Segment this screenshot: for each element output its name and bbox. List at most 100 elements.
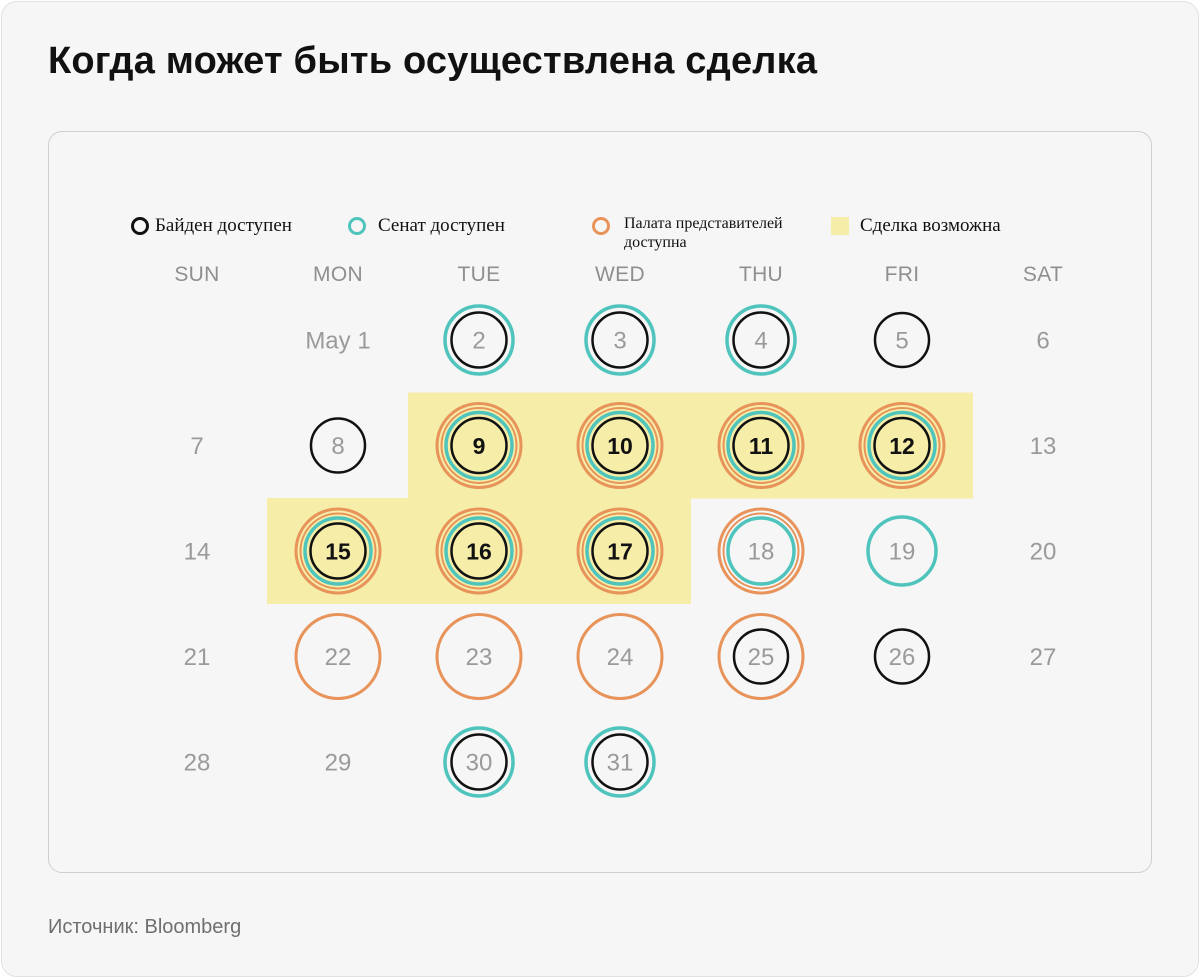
- weekday-wed: WED: [595, 263, 645, 286]
- day-cell-9: 9: [435, 402, 523, 489]
- day-number-19: 19: [889, 539, 916, 566]
- biden-ring-26: [873, 628, 931, 685]
- weekday-sun: SUN: [174, 263, 220, 286]
- legend-senate-ring-icon: [348, 217, 366, 235]
- day-number-26: 26: [889, 644, 916, 671]
- biden-ring-8: [309, 417, 367, 474]
- day-number-10: 10: [607, 433, 633, 459]
- day-cell-19: 19: [866, 515, 938, 587]
- legend-house-label: Палата представителей доступна: [624, 215, 783, 251]
- day-number-15: 15: [325, 539, 351, 565]
- day-cell-11: 11: [717, 402, 805, 489]
- house-inner-ring-15: [299, 512, 377, 590]
- senate-ring-10: [585, 410, 655, 481]
- day-cell-21: 21: [184, 644, 211, 671]
- biden-ring-2: [450, 311, 508, 369]
- weekday-mon: MON: [313, 263, 363, 286]
- house-inner-ring-16: [440, 512, 518, 590]
- senate-ring-19: [866, 515, 938, 587]
- senate-ring-16: [444, 516, 514, 586]
- biden-ring-17: [591, 522, 649, 580]
- house-ring-15: [294, 507, 382, 595]
- biden-ring-11: [732, 416, 790, 475]
- day-number-13: 13: [1030, 433, 1057, 460]
- senate-ring-2: [443, 304, 515, 376]
- day-cell-14: 14: [184, 539, 211, 566]
- day-cell-10: 10: [576, 402, 664, 489]
- day-cell-2: 2: [443, 304, 515, 376]
- senate-ring-3: [584, 304, 656, 376]
- day-number-18: 18: [748, 539, 775, 566]
- house-ring-16: [435, 507, 523, 595]
- day-cell-7: 7: [190, 433, 203, 460]
- day-cell-20: 20: [1030, 539, 1057, 566]
- weekday-fri: FRI: [884, 263, 920, 286]
- senate-ring-31: [584, 726, 656, 798]
- biden-ring-25: [732, 628, 790, 685]
- senate-ring-9: [444, 410, 514, 481]
- biden-ring-31: [591, 733, 649, 791]
- senate-ring-17: [585, 516, 655, 586]
- biden-ring-5: [873, 311, 931, 369]
- house-ring-9: [435, 402, 523, 489]
- house-ring-10: [576, 402, 664, 489]
- day-cell-6: 6: [1036, 328, 1049, 355]
- legend-house-ring-icon: [592, 217, 610, 235]
- day-number-2: 2: [472, 328, 485, 355]
- day-number-24: 24: [607, 644, 634, 671]
- day-cell-8: 8: [309, 417, 367, 474]
- weekday-sat: SAT: [1022, 263, 1064, 286]
- legend-deal-swatch-icon: [831, 217, 849, 235]
- page-title: Когда может быть осуществлена сделка: [48, 40, 818, 82]
- source-note: Источник: Bloomberg: [48, 916, 242, 938]
- day-cell-28: 28: [184, 750, 211, 777]
- day-number-9: 9: [473, 433, 486, 459]
- day-cell-30: 30: [443, 726, 515, 798]
- day-number-31: 31: [607, 750, 634, 777]
- senate-ring-11: [726, 410, 796, 481]
- legend-biden-ring-icon: [131, 217, 149, 235]
- day-number-14: 14: [184, 539, 211, 566]
- house-ring-24: [576, 613, 664, 700]
- senate-ring-12: [867, 410, 937, 481]
- day-number-17: 17: [607, 539, 633, 565]
- house-ring-23: [435, 613, 523, 700]
- house-inner-ring-9: [440, 407, 518, 484]
- day-number-22: 22: [325, 644, 352, 671]
- day-number-5: 5: [895, 328, 908, 355]
- day-number-27: 27: [1030, 644, 1057, 671]
- weekday-tue: TUE: [457, 263, 501, 286]
- house-ring-11: [717, 402, 805, 489]
- day-cell-24: 24: [576, 613, 664, 700]
- day-cell-26: 26: [873, 628, 931, 685]
- day-cell-23: 23: [435, 613, 523, 700]
- biden-ring-4: [732, 311, 790, 369]
- day-number-21: 21: [184, 644, 211, 671]
- day-cell-3: 3: [584, 304, 656, 376]
- legend-biden-label: Байден доступен: [155, 215, 292, 236]
- day-number-23: 23: [466, 644, 493, 671]
- legend-senate-label: Сенат доступен: [378, 215, 505, 236]
- day-cell-17: 17: [576, 507, 664, 595]
- day-number-7: 7: [190, 433, 203, 460]
- day-number-28: 28: [184, 750, 211, 777]
- weekday-thu: THU: [738, 263, 784, 286]
- biden-ring-16: [450, 522, 508, 580]
- day-number-16: 16: [466, 539, 492, 565]
- day-number-30: 30: [466, 750, 493, 777]
- house-inner-ring-12: [863, 407, 941, 484]
- biden-ring-3: [591, 311, 649, 369]
- day-cell-22: 22: [294, 613, 382, 700]
- day-cell-18: 18: [717, 507, 805, 595]
- house-ring-12: [858, 402, 946, 489]
- senate-ring-30: [443, 726, 515, 798]
- biden-ring-12: [873, 416, 931, 475]
- day-number-1: May 1: [305, 328, 370, 355]
- house-ring-25: [717, 613, 805, 700]
- day-cell-12: 12: [858, 402, 946, 489]
- day-cell-1: May 1: [305, 328, 370, 355]
- day-cell-29: 29: [325, 750, 352, 777]
- day-number-3: 3: [613, 328, 626, 355]
- day-number-20: 20: [1030, 539, 1057, 566]
